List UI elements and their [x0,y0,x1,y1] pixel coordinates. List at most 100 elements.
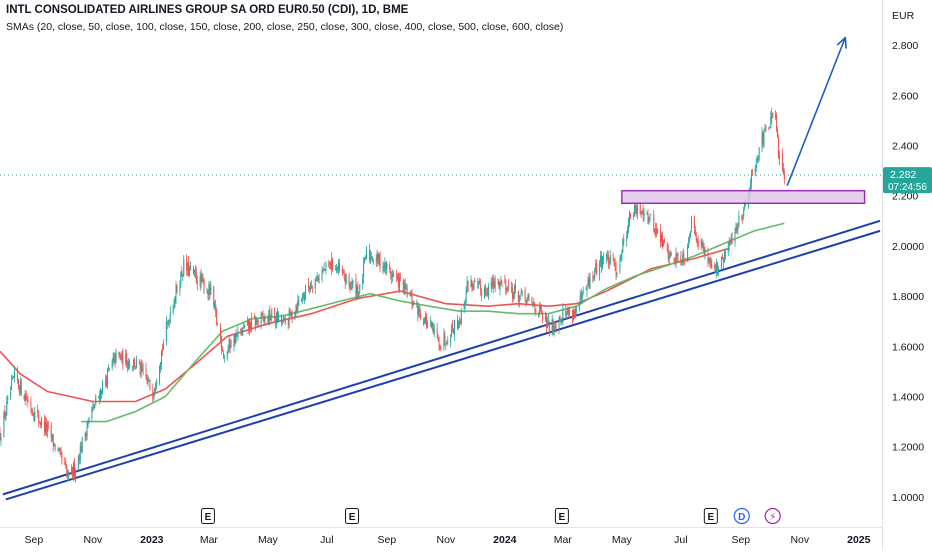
candle [521,289,523,297]
candle [391,271,393,284]
candle [128,357,130,371]
earnings-marker[interactable]: E [703,508,718,524]
candle [358,291,360,300]
candle [657,228,659,235]
candle [228,335,230,353]
candle [379,251,381,273]
candle [688,236,690,249]
candle [45,417,47,437]
candle [284,315,286,326]
candle [17,378,19,390]
candle [337,258,339,275]
candle [702,240,704,252]
candle [301,297,303,303]
candle [140,359,142,379]
x-tick-label: Mar [200,534,219,546]
candle [298,296,300,306]
x-tick-label: 2025 [847,534,871,546]
candle [587,276,589,287]
candle [419,305,421,318]
candle [121,350,123,364]
earnings-marker[interactable]: E [554,508,569,524]
candle [383,263,385,272]
candle [249,321,251,333]
candle [742,214,744,224]
candle [67,469,69,479]
candle [50,421,52,443]
candle [146,374,148,385]
candle [46,420,48,438]
candle [165,315,167,346]
candle [235,329,237,344]
candle [501,279,503,288]
candle [754,165,756,177]
candle [268,309,270,326]
candle [480,278,482,296]
candle [554,320,556,331]
support-zone-rectangle[interactable] [621,190,866,204]
candle [234,333,236,347]
candle [545,313,547,333]
candle [12,375,14,380]
candle [673,257,675,263]
support-trendline[interactable] [5,229,881,501]
sma-legend[interactable]: SMAs (20, close, 50, close, 100, close, … [6,21,564,33]
candle [152,383,154,403]
candle [52,433,54,452]
candle [155,381,157,393]
candle [233,334,235,352]
candle [687,243,689,263]
candle [433,324,435,338]
candle [757,155,759,164]
candle [436,323,438,339]
y-tick-label: 2.0000 [892,241,924,253]
x-tick-label: May [258,534,279,546]
dividend-marker[interactable]: D [733,507,750,525]
candle [457,320,459,330]
candle [141,360,143,373]
candle [161,343,163,356]
candle [122,348,124,371]
candle [782,162,784,175]
earnings-marker[interactable]: E [345,508,360,524]
candle [729,239,731,246]
candle [406,284,408,299]
candle [579,290,581,306]
candle [490,277,492,293]
y-tick-label: 2.400 [892,141,918,153]
candle [26,393,28,408]
candle [460,307,462,326]
candle [668,251,670,266]
split-marker[interactable]: ⚡ [764,507,781,525]
support-trendline[interactable] [2,219,881,496]
candle [613,258,615,267]
candle [738,210,740,228]
candle [440,345,442,351]
candle [771,107,773,125]
candle [649,213,651,223]
candle [466,276,468,294]
candle [295,304,297,318]
candle [226,350,228,361]
candle [237,325,239,341]
candle [242,327,244,337]
candle [337,265,339,274]
candle [107,363,109,372]
earnings-marker[interactable]: E [200,508,215,524]
candle [93,403,95,411]
candle [38,410,40,428]
candle [621,249,623,263]
projection-arrow[interactable] [786,36,847,186]
candle [31,408,33,416]
candle [697,235,699,251]
candle [274,306,276,322]
candle [642,204,644,222]
candle [376,249,378,267]
candle [276,311,278,329]
candle [560,318,562,326]
candle [709,256,711,268]
candle [500,275,502,286]
candle [526,296,528,305]
candle [132,358,134,372]
